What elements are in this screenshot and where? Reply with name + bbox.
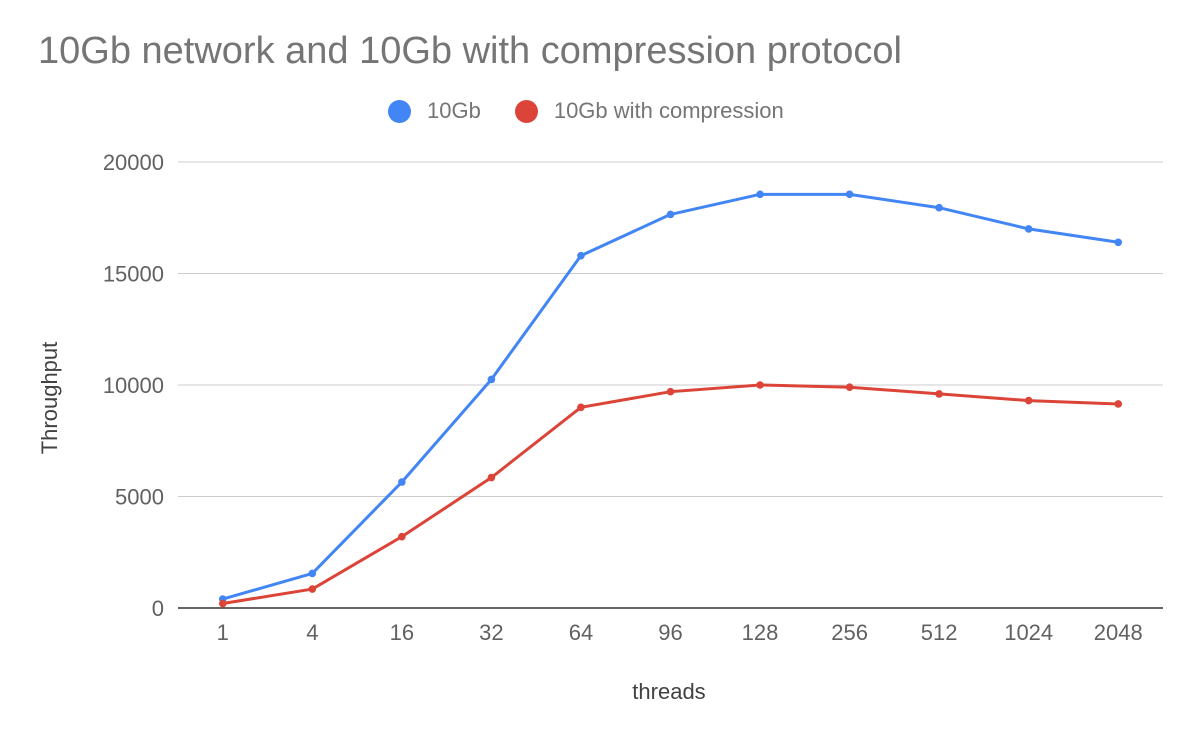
- legend-label-10gb: 10Gb: [427, 98, 481, 123]
- data-point-10gb-compression[interactable]: [1114, 400, 1123, 408]
- data-point-10gb-compression[interactable]: [1024, 396, 1033, 405]
- legend-swatch-10gb-compression: [514, 99, 538, 123]
- data-point-10gb[interactable]: [756, 190, 764, 199]
- x-tick-labels: 1 4 16 32 64 96 128 256 512 1024 2048: [217, 620, 1143, 645]
- y-tick-label: 15000: [103, 262, 164, 287]
- legend-item-10gb-compression[interactable]: 10Gb with compression: [514, 98, 784, 124]
- data-point-10gb-compression[interactable]: [487, 473, 496, 482]
- legend-swatch-10gb: [388, 99, 411, 123]
- data-point-10gb-compression[interactable]: [935, 390, 943, 398]
- data-point-10gb-compression[interactable]: [308, 585, 317, 593]
- x-tick-label: 2048: [1094, 620, 1143, 645]
- x-tick-label: 128: [742, 620, 779, 645]
- x-tick-label: 1: [217, 620, 229, 645]
- data-point-10gb[interactable]: [666, 210, 675, 219]
- x-tick-label: 1024: [1004, 620, 1053, 645]
- legend-item-10gb[interactable]: 10Gb: [388, 98, 481, 124]
- data-point-10gb-compression[interactable]: [218, 599, 227, 608]
- legend: 10Gb 10Gb with compression: [388, 98, 818, 124]
- y-tick-label: 10000: [103, 373, 164, 398]
- data-point-10gb[interactable]: [398, 478, 406, 486]
- x-tick-label: 4: [306, 620, 318, 645]
- x-tick-label: 256: [831, 620, 868, 645]
- legend-label-10gb-compression: 10Gb with compression: [553, 98, 784, 123]
- y-tick-label: 5000: [115, 485, 164, 510]
- x-tick-label: 32: [479, 620, 503, 645]
- x-axis-label: threads: [632, 679, 705, 704]
- chart-title: 10Gb network and 10Gb with compression p…: [38, 30, 902, 72]
- data-point-10gb[interactable]: [935, 203, 943, 212]
- data-point-10gb-compression[interactable]: [845, 383, 854, 392]
- data-point-10gb-compression[interactable]: [756, 381, 764, 389]
- y-tick-labels: 0 5000 10000 15000 20000: [103, 150, 164, 621]
- x-tick-label: 96: [658, 620, 682, 645]
- y-tick-label: 20000: [103, 150, 164, 175]
- x-tick-label: 64: [569, 620, 593, 645]
- series-layer: [218, 190, 1123, 608]
- grid-layer: [178, 161, 1163, 609]
- data-point-10gb-compression[interactable]: [666, 387, 675, 396]
- data-point-10gb[interactable]: [308, 569, 317, 578]
- data-point-10gb-compression[interactable]: [398, 532, 406, 541]
- data-point-10gb[interactable]: [487, 375, 496, 384]
- data-point-10gb[interactable]: [845, 190, 854, 199]
- data-point-10gb[interactable]: [1114, 238, 1123, 247]
- data-point-10gb-compression[interactable]: [577, 403, 585, 412]
- data-point-10gb[interactable]: [577, 251, 585, 260]
- y-tick-label: 0: [152, 596, 164, 621]
- series-line-10gb-compression: [222, 383, 1119, 606]
- y-axis-label: Throughput: [37, 342, 62, 455]
- data-point-10gb[interactable]: [1024, 225, 1033, 233]
- x-tick-label: 512: [921, 620, 958, 645]
- x-tick-label: 16: [390, 620, 414, 645]
